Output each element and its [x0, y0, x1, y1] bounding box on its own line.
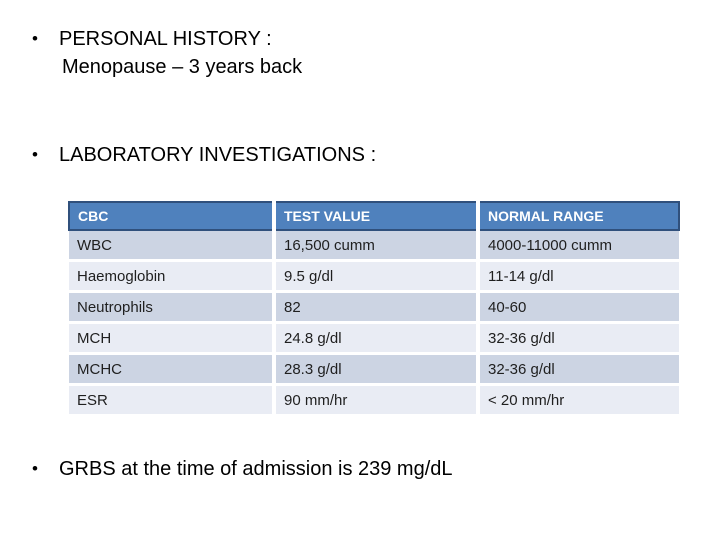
- row-label: MCH: [69, 322, 276, 355]
- normal-range: 11-14 g/dl: [478, 260, 679, 293]
- menopause-text: Menopause – 3 years back: [62, 56, 303, 78]
- test-value: 24.8 g/dl: [274, 322, 480, 355]
- test-value: 16,500 cumm: [274, 230, 480, 262]
- grbs-bullet-line: • GRBS at the time of admission is 239 m…: [30, 457, 453, 481]
- column-header-normal-range: NORMAL RANGE: [478, 201, 680, 231]
- table-row-neutrophils: Neutrophils 82 40-60: [69, 291, 679, 324]
- lab-investigations-heading: LABORATORY INVESTIGATIONS :: [59, 144, 377, 166]
- row-label: WBC: [69, 230, 276, 262]
- row-label: Haemoglobin: [69, 260, 276, 293]
- normal-range: < 20 mm/hr: [478, 384, 679, 417]
- personal-history-bullet-line: • PERSONAL HISTORY :: [30, 27, 272, 51]
- column-header-test-value: TEST VALUE: [274, 201, 480, 231]
- bullet-icon: •: [32, 145, 38, 164]
- column-header-cbc: CBC: [68, 201, 276, 231]
- row-label: Neutrophils: [69, 291, 276, 324]
- table-row-mch: MCH 24.8 g/dl 32-36 g/dl: [69, 322, 679, 355]
- bullet-icon: •: [32, 459, 38, 478]
- lab-investigations-bullet-line: • LABORATORY INVESTIGATIONS :: [30, 143, 376, 167]
- table-row-wbc: WBC 16,500 cumm 4000-11000 cumm: [69, 230, 679, 262]
- test-value: 90 mm/hr: [274, 384, 480, 417]
- lab-results-table: CBC TEST VALUE NORMAL RANGE WBC 16,500 c…: [68, 201, 680, 417]
- row-label: ESR: [69, 384, 276, 417]
- table-row-mchc: MCHC 28.3 g/dl 32-36 g/dl: [69, 353, 679, 386]
- row-label: MCHC: [69, 353, 276, 386]
- table-row-haemoglobin: Haemoglobin 9.5 g/dl 11-14 g/dl: [69, 260, 679, 293]
- test-value: 28.3 g/dl: [274, 353, 480, 386]
- normal-range: 4000-11000 cumm: [478, 230, 679, 262]
- table-header-row: CBC TEST VALUE NORMAL RANGE: [68, 201, 680, 231]
- test-value: 82: [274, 291, 480, 324]
- table-row-esr: ESR 90 mm/hr < 20 mm/hr: [69, 384, 679, 417]
- normal-range: 40-60: [478, 291, 679, 324]
- bullet-icon: •: [32, 29, 38, 48]
- normal-range: 32-36 g/dl: [478, 353, 679, 386]
- personal-history-heading: PERSONAL HISTORY :: [59, 28, 272, 50]
- normal-range: 32-36 g/dl: [478, 322, 679, 355]
- grbs-text: GRBS at the time of admission is 239 mg/…: [59, 458, 453, 480]
- test-value: 9.5 g/dl: [274, 260, 480, 293]
